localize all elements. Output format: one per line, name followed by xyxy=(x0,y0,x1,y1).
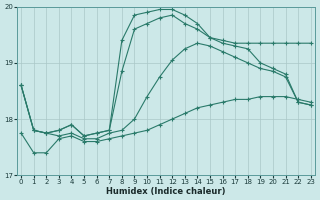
X-axis label: Humidex (Indice chaleur): Humidex (Indice chaleur) xyxy=(106,187,226,196)
